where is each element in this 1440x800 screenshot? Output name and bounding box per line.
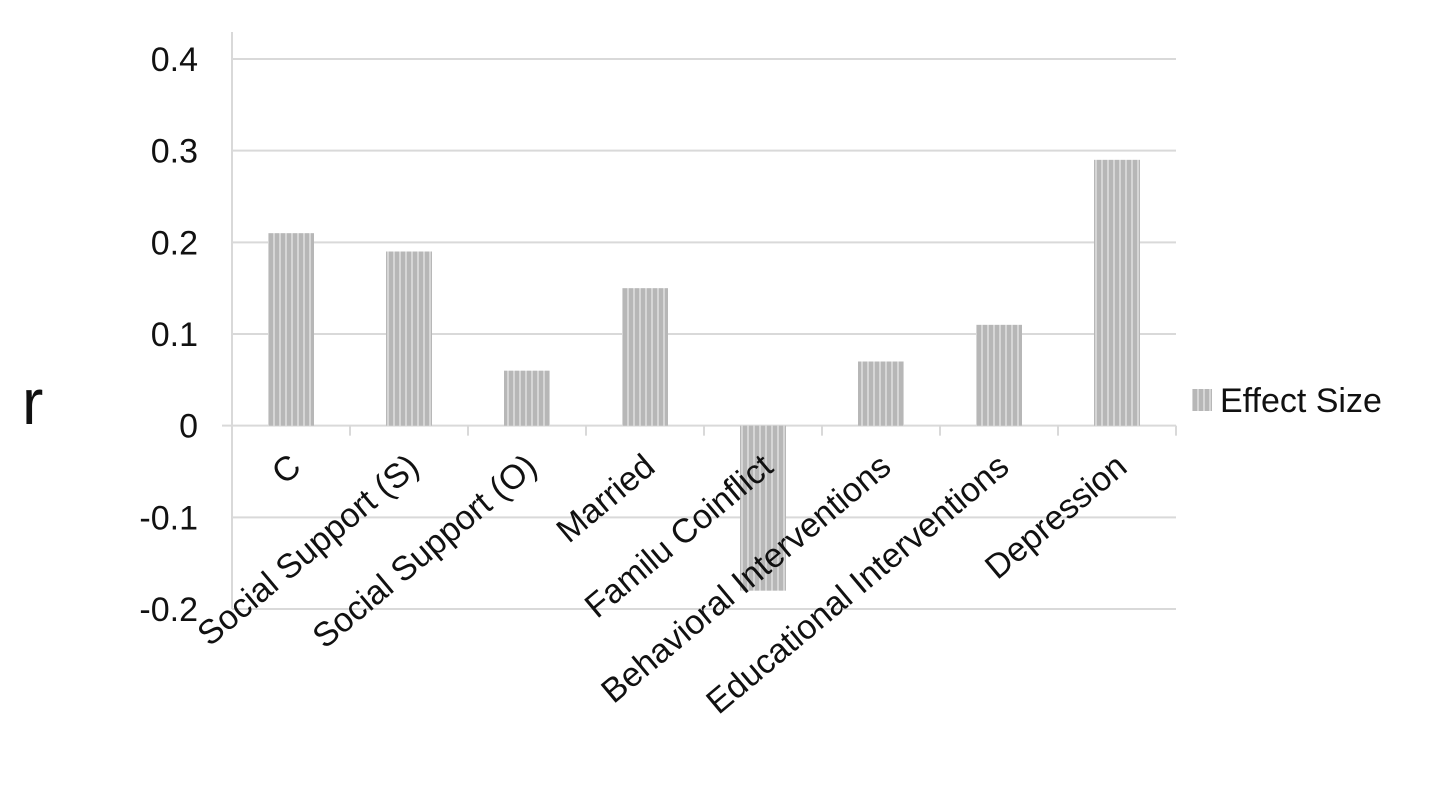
bar bbox=[858, 361, 904, 426]
bar bbox=[1094, 159, 1140, 426]
y-tick-label: -0.1 bbox=[139, 499, 198, 537]
y-tick-label: 0.4 bbox=[151, 41, 198, 79]
legend-swatch bbox=[1192, 389, 1212, 411]
x-category-label: Married bbox=[549, 447, 662, 550]
y-tick-label: 0.2 bbox=[151, 224, 198, 262]
y-tick-label: -0.2 bbox=[139, 591, 198, 629]
legend: Effect Size bbox=[1192, 382, 1382, 420]
bar bbox=[740, 425, 786, 591]
bar bbox=[976, 324, 1022, 426]
y-axis-title: r bbox=[22, 366, 43, 438]
bar bbox=[268, 233, 314, 426]
y-tick-labels: -0.2 -0.1 0 0.1 0.2 0.3 0.4 bbox=[139, 41, 198, 629]
y-tick-label: 0 bbox=[179, 408, 198, 446]
bar bbox=[504, 370, 550, 426]
x-category-label: Social Support (O) bbox=[305, 447, 544, 656]
legend-label: Effect Size bbox=[1220, 382, 1382, 420]
y-tick-label: 0.3 bbox=[151, 133, 198, 171]
x-category-label: C bbox=[265, 447, 308, 492]
bars bbox=[268, 159, 1140, 591]
bar bbox=[386, 251, 432, 426]
bar bbox=[622, 288, 668, 426]
x-category-label: Social Support (S) bbox=[190, 447, 426, 653]
y-tick-label: 0.1 bbox=[151, 316, 198, 354]
